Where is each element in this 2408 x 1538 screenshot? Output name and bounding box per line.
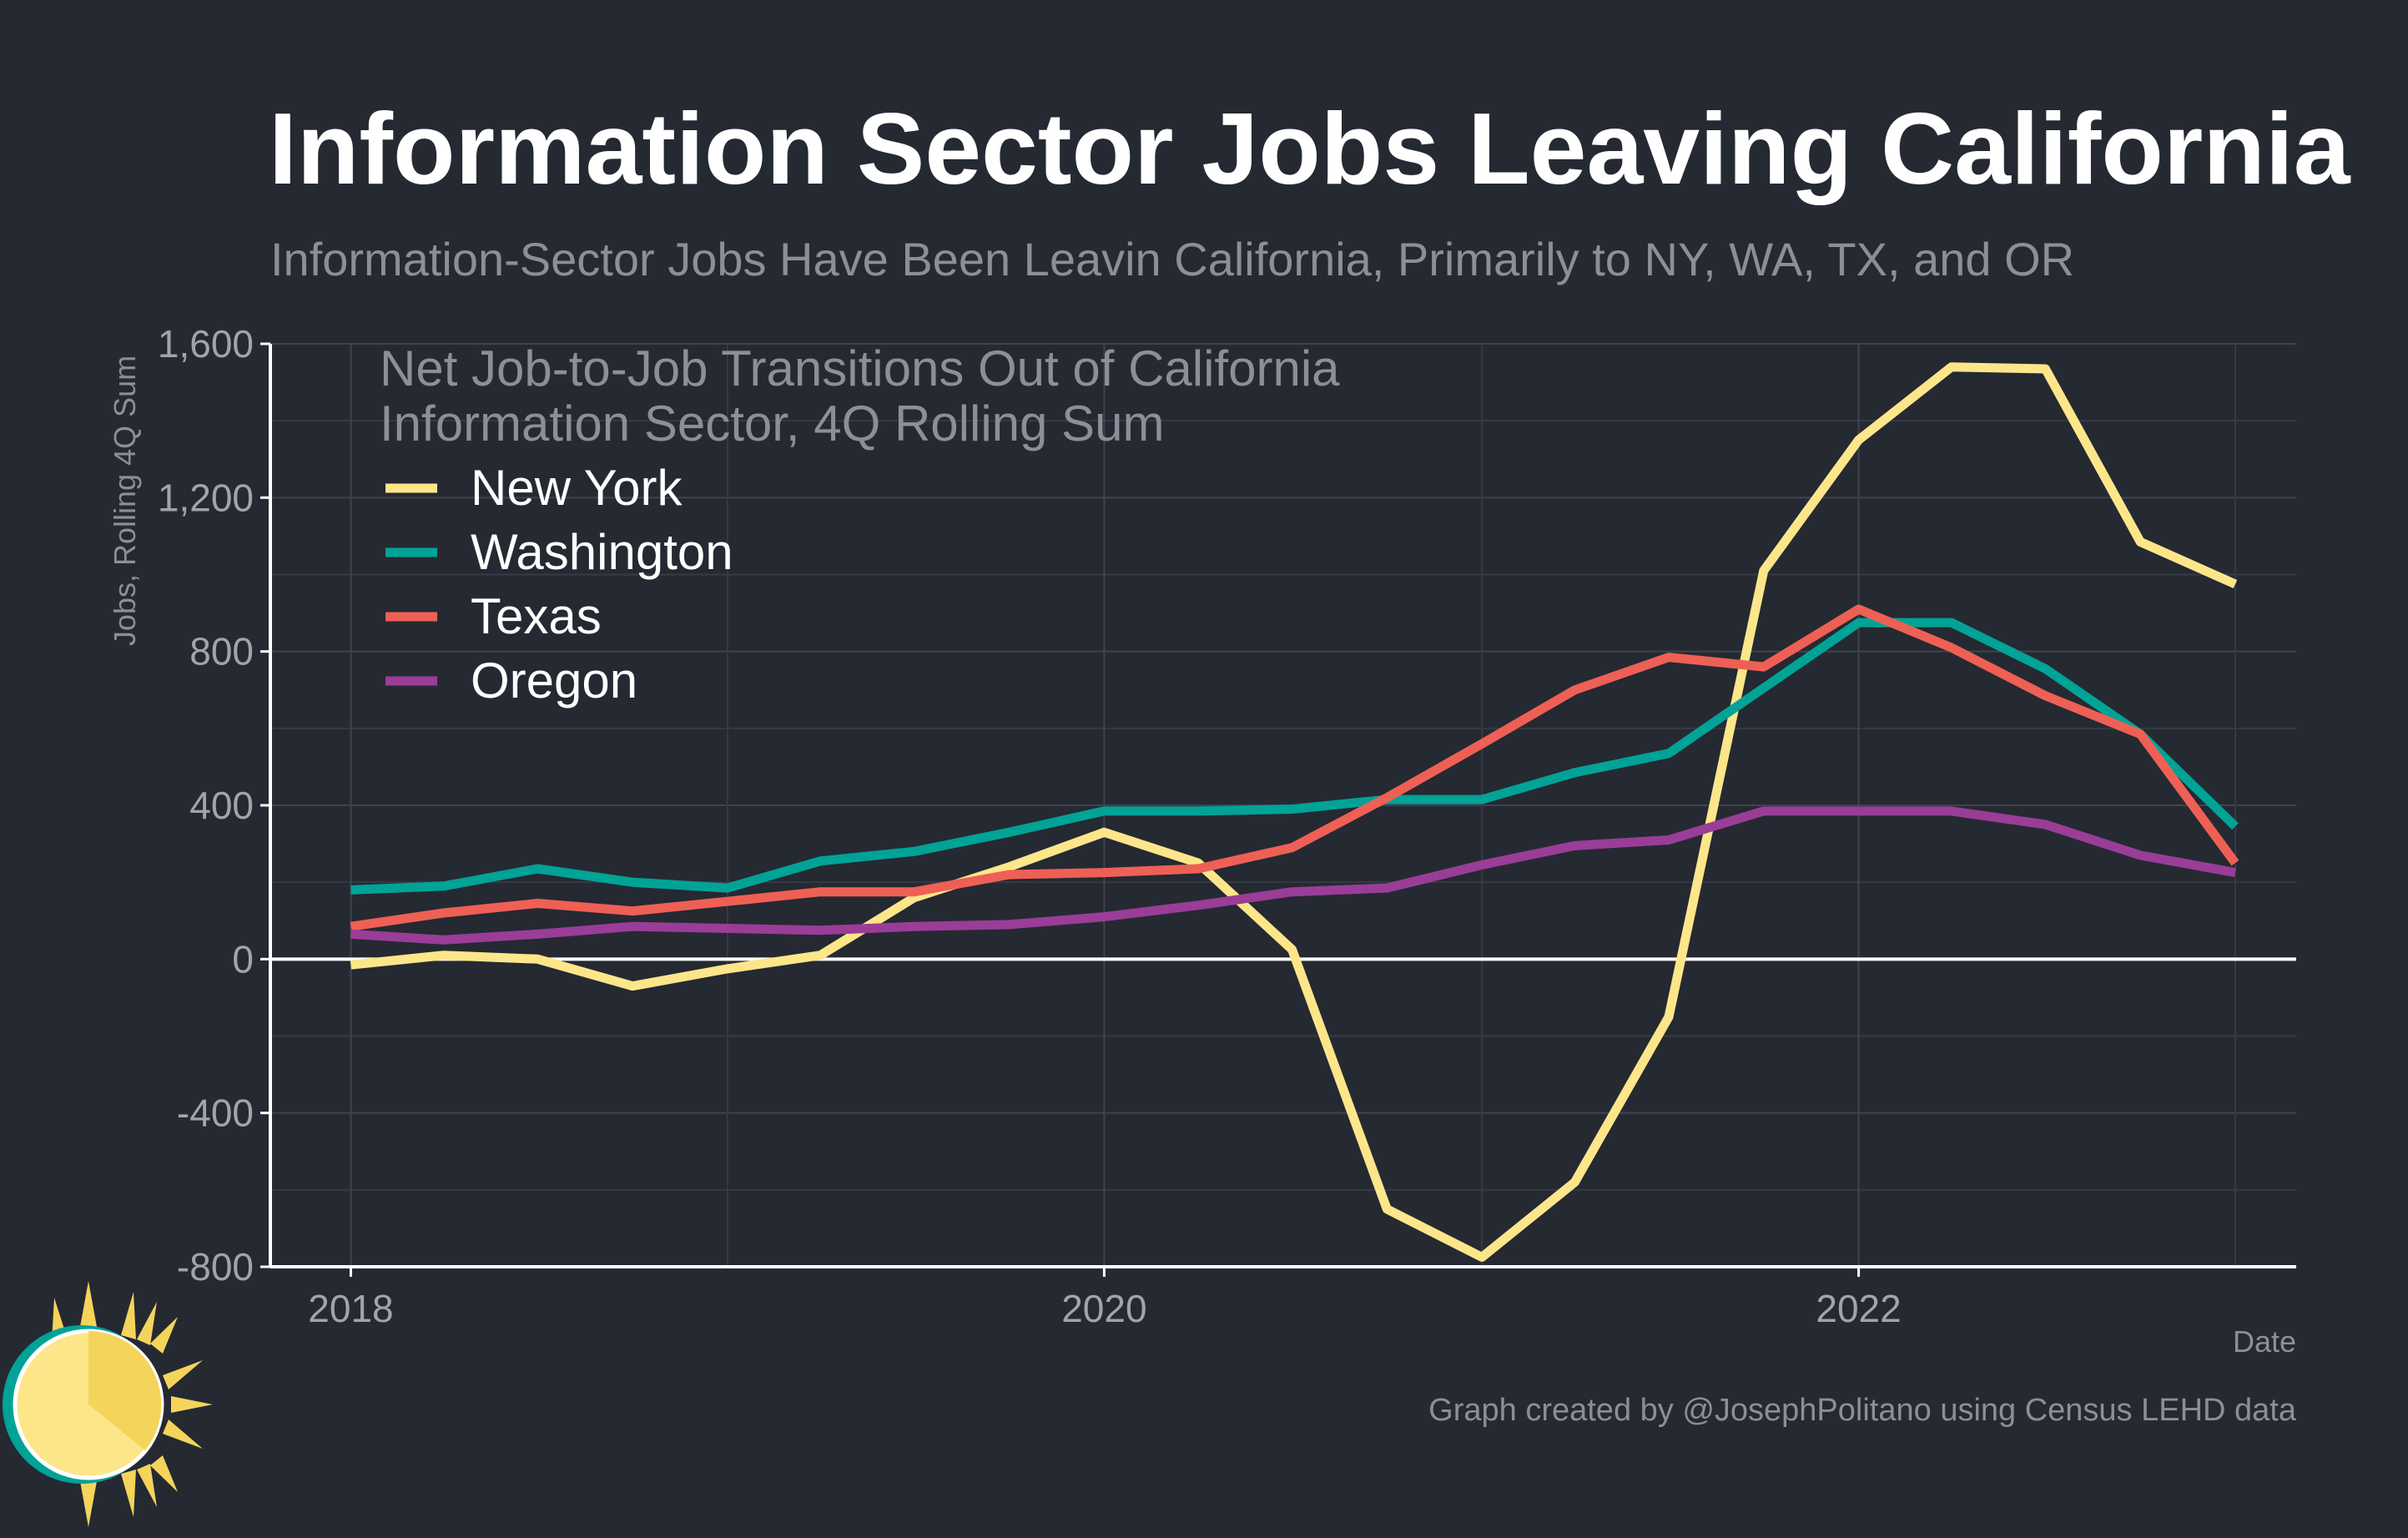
- series-line-washington: [350, 618, 2239, 895]
- x-tick-label: 2018: [308, 1287, 393, 1330]
- y-tick-label: 1,600: [158, 322, 254, 366]
- annotation-line-1: Net Job-to-Job Transitions Out of Califo…: [380, 340, 1340, 396]
- series-line-oregon: [350, 806, 2236, 945]
- legend-label-oregon: Oregon: [471, 653, 637, 708]
- sun-logo-icon: [3, 1281, 213, 1527]
- caption: Graph created by @JosephPolitano using C…: [1428, 1393, 2297, 1428]
- y-tick-label: 800: [189, 630, 254, 673]
- y-tick-label: 1,200: [158, 476, 254, 519]
- legend-label-washington: Washington: [471, 524, 733, 580]
- legend-label-new-york: New York: [471, 460, 683, 516]
- x-axis-label: Date: [2233, 1324, 2296, 1359]
- y-tick-label: 400: [189, 784, 254, 827]
- grid: [270, 343, 2296, 1267]
- legend-label-texas: Texas: [471, 588, 602, 644]
- series-line-new-york: [350, 362, 2238, 1262]
- y-tick-label: -400: [177, 1092, 254, 1135]
- axes: [260, 342, 2296, 1277]
- chart-subtitle: Information-Sector Jobs Have Been Leavin…: [270, 233, 2074, 285]
- x-tick-label: 2020: [1061, 1287, 1146, 1330]
- x-tick-label: 2022: [1816, 1287, 1901, 1330]
- series-line-texas: [350, 604, 2239, 931]
- chart-title: Information Sector Jobs Leaving Californ…: [269, 92, 2351, 205]
- y-tick-label: -800: [177, 1245, 254, 1288]
- tick-labels: 1,600 1,200 800 400 0 -400 -800 2018 2020 2022: [158, 322, 1902, 1330]
- y-tick-label: 0: [232, 937, 254, 981]
- y-axis-label: Jobs, Rolling 4Q Sum: [108, 356, 142, 646]
- annotation-line-2: Information Sector, 4Q Rolling Sum: [380, 396, 1164, 451]
- series-lines: [350, 362, 2239, 1262]
- legend: New York Washington Texas Oregon: [385, 460, 733, 708]
